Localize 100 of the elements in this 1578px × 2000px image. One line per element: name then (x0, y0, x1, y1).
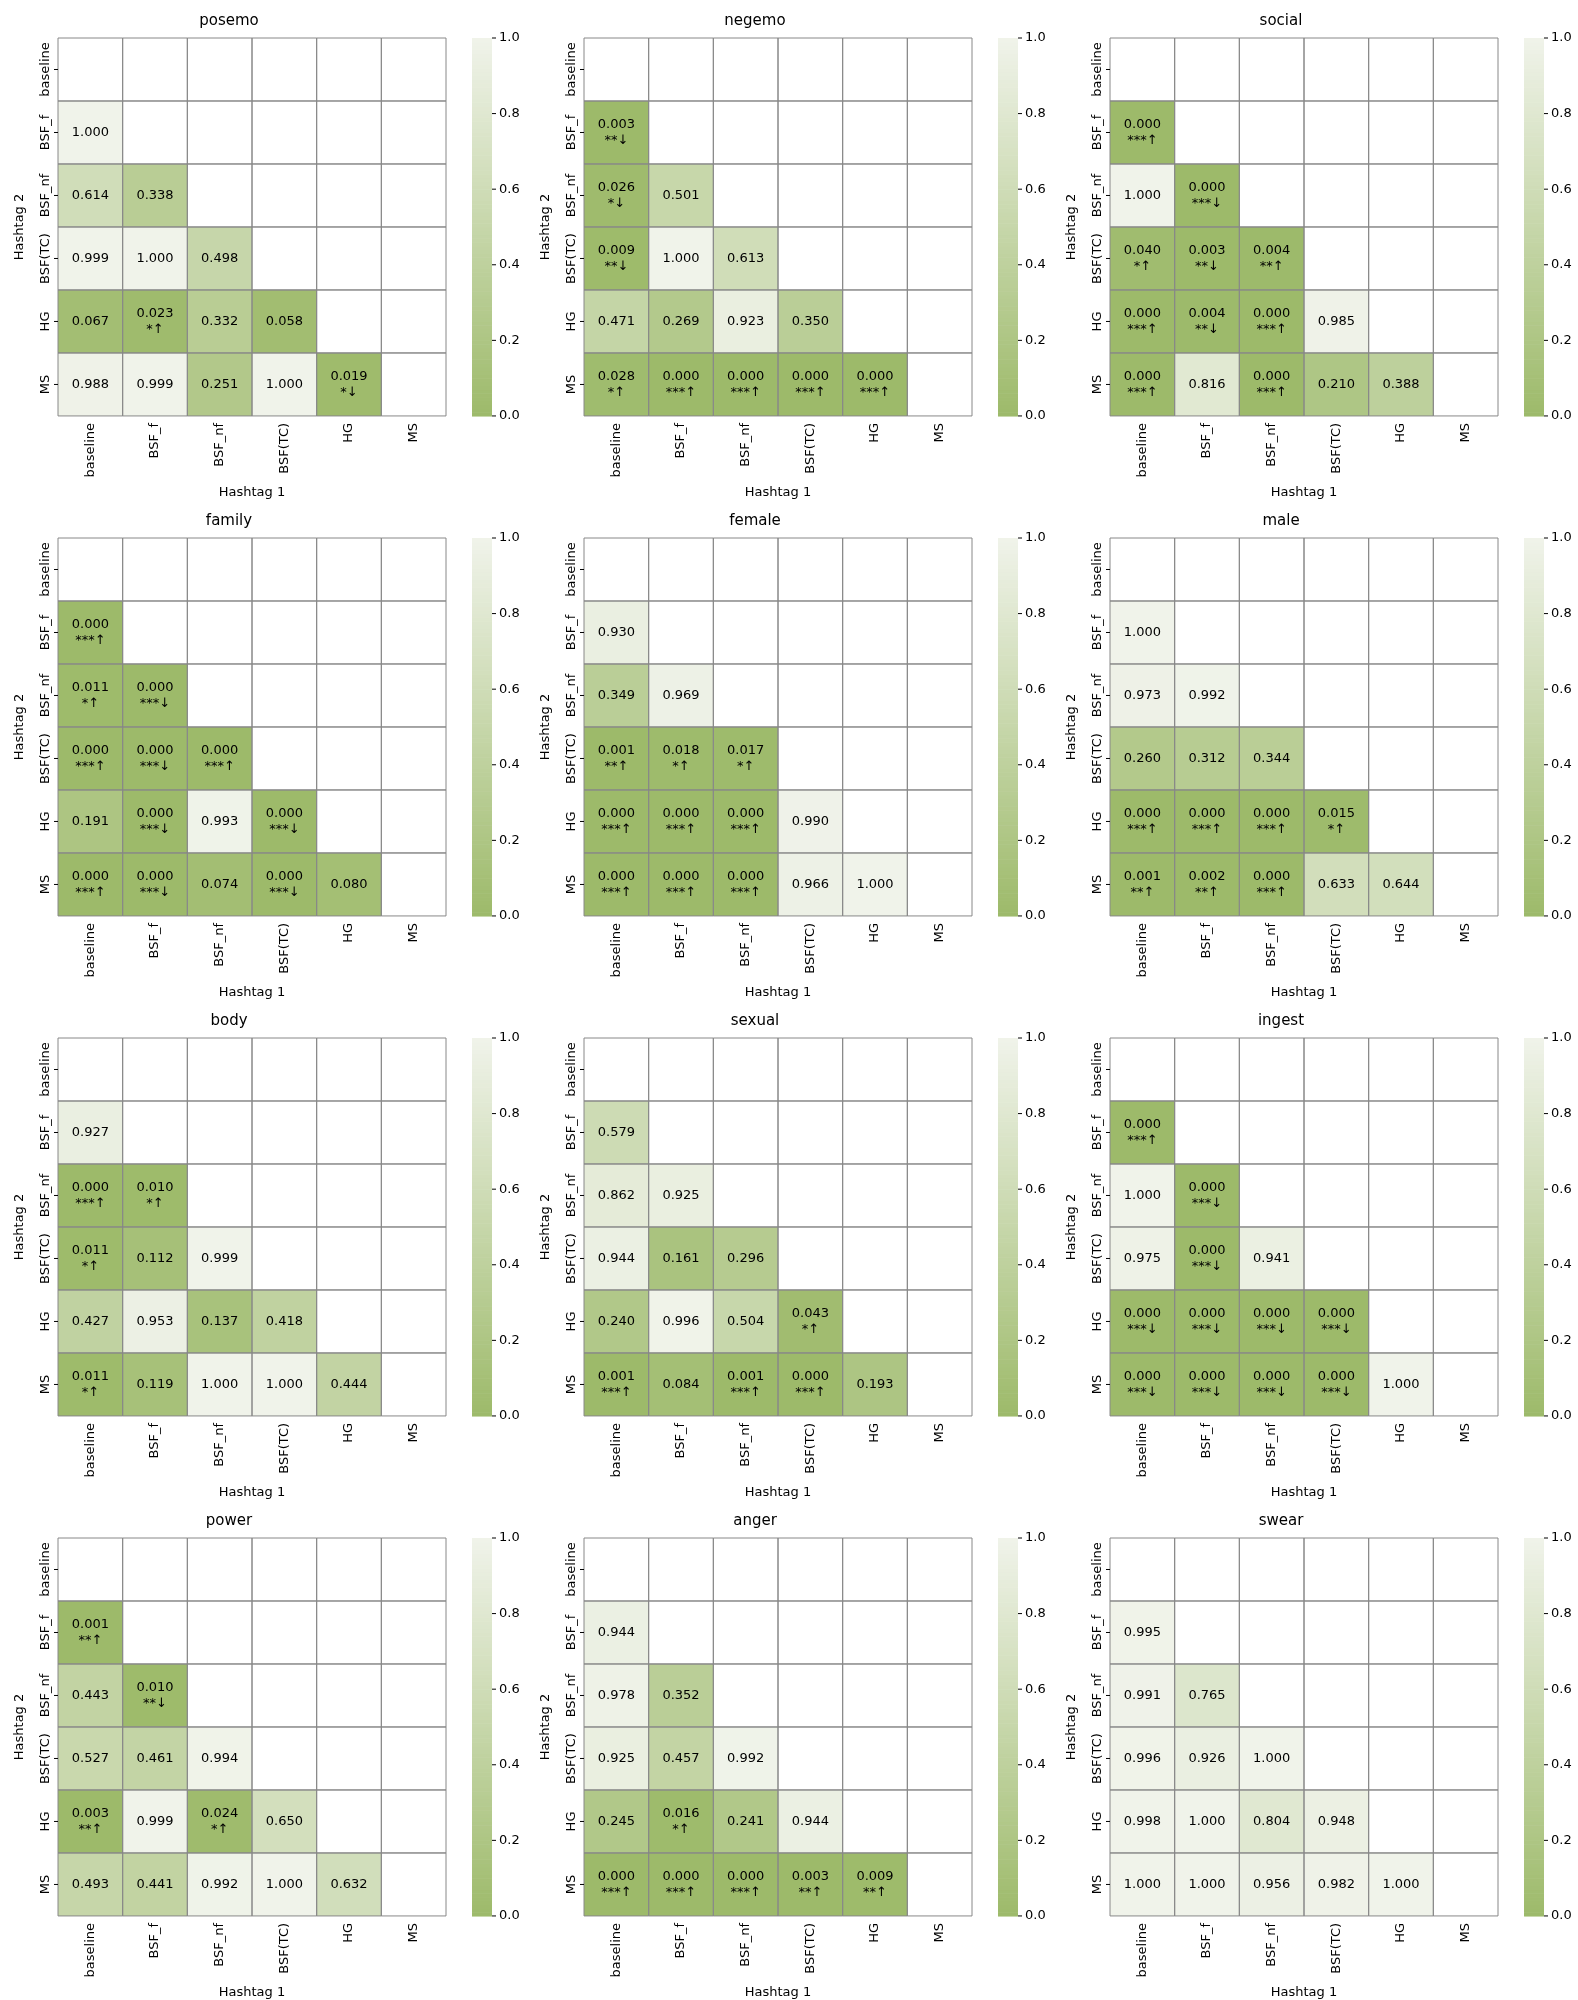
x-tick-label: BSF_nf (1263, 1422, 1279, 1467)
data-label: 0.388 (1382, 375, 1420, 391)
color-bar-label: 1.0 (1551, 529, 1572, 545)
y-tick-label: BSF(TC) (563, 1733, 579, 1784)
y-tick-label: BSF_f (1089, 614, 1105, 651)
data-label: 0.418 (265, 1312, 303, 1328)
data-label: 0.527 (71, 1749, 109, 1765)
x-tick-label: baseline (1133, 1922, 1149, 1978)
x-tick-label: MS (405, 422, 421, 443)
data-label: 0.000 ***↑ (662, 804, 700, 836)
color-bar-label: 0.2 (1025, 1831, 1046, 1847)
data-label: 0.000 ***↑ (1253, 367, 1291, 399)
color-bar-label: 0.4 (499, 256, 520, 272)
x-tick-label: BSF_f (672, 1922, 688, 1959)
data-label: 1.000 (201, 1375, 239, 1391)
chart-title: negemo (724, 10, 786, 29)
x-tick-label: baseline (607, 1422, 623, 1478)
color-bar-label: 0.0 (1025, 1907, 1046, 1923)
x-tick-label: HG (1392, 422, 1408, 443)
x-tick-label: BSF_nf (1263, 922, 1279, 967)
x-tick-label: baseline (81, 422, 97, 478)
color-bar-label: 0.6 (1025, 180, 1046, 196)
color-bar-label: 1.0 (1551, 1029, 1572, 1045)
data-label: 0.017 *↑ (727, 741, 765, 773)
color-bar-label: 0.4 (499, 1756, 520, 1772)
color-bar-label: 0.8 (1025, 1104, 1046, 1120)
data-label: 0.210 (1317, 375, 1355, 391)
data-label: 0.650 (265, 1812, 303, 1828)
x-tick-label: baseline (607, 922, 623, 978)
x-tick-label: BSF_f (1198, 422, 1214, 459)
x-tick-label: baseline (81, 922, 97, 978)
x-tick-label: BSF_nf (211, 922, 227, 967)
color-bar-label: 0.4 (499, 1256, 520, 1272)
y-tick-label: HG (563, 1311, 579, 1332)
data-label: 0.925 (597, 1749, 635, 1765)
y-axis-title: Hashtag 2 (537, 1693, 553, 1761)
data-label: 0.350 (791, 312, 829, 328)
x-tick-label: HG (1392, 1422, 1408, 1443)
data-label: 0.193 (856, 1375, 894, 1391)
x-tick-label: MS (931, 422, 947, 443)
data-label: 0.000 ***↓ (1188, 1241, 1226, 1273)
data-label: 0.010 *↑ (136, 1178, 174, 1210)
y-tick-label: MS (1089, 1374, 1105, 1395)
data-label: 1.000 (265, 1875, 303, 1891)
chart-title: power (205, 1510, 254, 1529)
data-label: 0.969 (662, 686, 700, 702)
color-bar-label: 0.4 (1025, 1756, 1046, 1772)
x-tick-label: BSF_f (672, 922, 688, 959)
data-label: 0.016 *↑ (662, 1804, 700, 1836)
y-tick-label: BSF_nf (37, 1173, 53, 1218)
y-tick-label: BSF_f (37, 614, 53, 651)
color-bar-label: 0.0 (1025, 1407, 1046, 1423)
data-label: 0.944 (791, 1812, 829, 1828)
data-label: 0.953 (136, 1312, 174, 1328)
color-bar-label: 0.6 (1551, 1680, 1572, 1696)
data-label: 0.001 ***↑ (727, 1367, 765, 1399)
data-label: 0.000 ***↑ (1123, 804, 1161, 836)
x-tick-label: BSF_f (1198, 922, 1214, 959)
data-label: 0.018 *↑ (662, 741, 700, 773)
y-tick-label: baseline (1089, 1542, 1105, 1597)
y-tick-label: BSF(TC) (1089, 1733, 1105, 1784)
x-tick-label: BSF_f (672, 422, 688, 459)
data-label: 0.000 ***↑ (71, 1178, 109, 1210)
data-label: 0.000 ***↓ (1188, 1304, 1226, 1336)
x-tick-label: BSF(TC) (801, 922, 817, 974)
data-label: 0.988 (71, 375, 109, 391)
y-tick-label: baseline (563, 1542, 579, 1597)
y-tick-label: BSF(TC) (37, 1233, 53, 1284)
x-tick-label: HG (340, 1422, 356, 1443)
color-bar-label: 0.6 (1025, 1680, 1046, 1696)
data-label: 0.003 **↓ (597, 115, 635, 147)
data-label: 0.443 (71, 1686, 109, 1702)
data-label: 1.000 (1188, 1875, 1226, 1891)
x-axis-title: Hashtag 1 (744, 1483, 812, 1499)
data-label: 0.269 (662, 312, 700, 328)
color-bar-label: 1.0 (499, 1529, 520, 1545)
data-label: 0.000 ***↑ (1123, 367, 1161, 399)
data-label: 0.504 (727, 1312, 765, 1328)
x-tick-label: BSF_f (146, 1922, 162, 1959)
y-tick-label: BSF_f (1089, 1114, 1105, 1151)
data-label: 0.000 ***↑ (856, 367, 894, 399)
x-tick-label: BSF_f (146, 922, 162, 959)
data-label: 0.296 (727, 1249, 765, 1265)
y-tick-label: baseline (563, 1042, 579, 1097)
data-label: 0.000 ***↑ (727, 367, 765, 399)
data-label: 0.000 ***↓ (1253, 1304, 1291, 1336)
x-tick-label: MS (405, 1922, 421, 1943)
color-bar-label: 0.0 (1551, 1407, 1572, 1423)
x-tick-label: BSF(TC) (275, 1422, 291, 1474)
x-tick-label: MS (931, 1422, 947, 1443)
color-bar-label: 1.0 (1025, 29, 1046, 45)
y-tick-label: BSF(TC) (563, 1233, 579, 1284)
x-axis-title: Hashtag 1 (744, 483, 812, 499)
data-label: 0.000 ***↑ (1253, 304, 1291, 336)
data-label: 0.349 (597, 686, 635, 702)
x-tick-label: baseline (81, 1922, 97, 1978)
data-label: 0.579 (597, 1123, 635, 1139)
data-label: 0.001 **↑ (71, 1615, 109, 1647)
x-tick-label: MS (1457, 1922, 1473, 1943)
color-bar-label: 0.2 (499, 831, 520, 847)
